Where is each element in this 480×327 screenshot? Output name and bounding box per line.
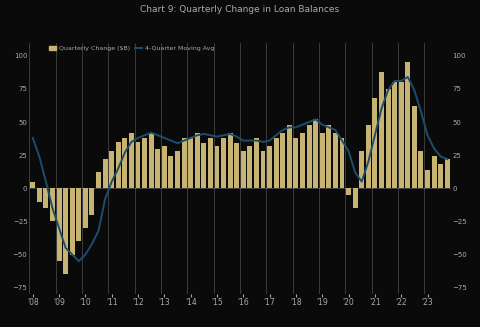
Bar — [287, 125, 292, 188]
Bar — [168, 157, 173, 188]
Bar — [419, 151, 423, 188]
Bar — [43, 188, 48, 208]
Bar — [221, 138, 226, 188]
Bar — [366, 125, 371, 188]
Bar — [399, 82, 404, 188]
Bar — [339, 138, 345, 188]
Bar — [122, 138, 127, 188]
Bar — [215, 146, 219, 188]
Bar — [57, 188, 61, 261]
Bar — [175, 151, 180, 188]
Bar — [274, 138, 279, 188]
Bar — [63, 188, 68, 274]
Bar — [432, 157, 437, 188]
Bar — [293, 138, 299, 188]
Bar — [162, 146, 167, 188]
Bar — [254, 138, 259, 188]
Bar — [379, 72, 384, 188]
Bar — [425, 170, 430, 188]
Bar — [359, 151, 364, 188]
Bar — [300, 133, 305, 188]
Bar — [313, 119, 318, 188]
Bar — [412, 106, 417, 188]
Bar — [353, 188, 358, 208]
Bar — [234, 143, 239, 188]
Bar — [70, 188, 75, 254]
Bar — [135, 142, 141, 188]
Bar — [76, 188, 81, 241]
Bar — [96, 172, 101, 188]
Bar — [280, 133, 285, 188]
Bar — [267, 146, 272, 188]
Bar — [372, 98, 377, 188]
Bar — [50, 188, 55, 221]
Bar — [129, 133, 134, 188]
Bar — [247, 146, 252, 188]
Bar — [346, 188, 351, 195]
Text: Chart 9: Quarterly Change in Loan Balances: Chart 9: Quarterly Change in Loan Balanc… — [141, 5, 339, 14]
Bar — [156, 148, 160, 188]
Bar — [326, 125, 331, 188]
Bar — [392, 82, 397, 188]
Bar — [103, 159, 108, 188]
Bar — [438, 164, 443, 188]
Bar — [109, 151, 114, 188]
Legend: Quarterly Change ($B), 4-Quarter Moving Avg: Quarterly Change ($B), 4-Quarter Moving … — [49, 46, 215, 51]
Bar — [116, 142, 121, 188]
Bar — [385, 89, 391, 188]
Bar — [142, 138, 147, 188]
Bar — [83, 188, 88, 228]
Bar — [37, 188, 42, 201]
Bar — [445, 159, 450, 188]
Bar — [241, 151, 246, 188]
Bar — [405, 62, 410, 188]
Bar — [188, 138, 193, 188]
Bar — [149, 133, 154, 188]
Bar — [333, 133, 338, 188]
Bar — [228, 133, 233, 188]
Bar — [89, 188, 95, 215]
Bar — [320, 133, 324, 188]
Bar — [30, 182, 35, 188]
Bar — [307, 125, 312, 188]
Bar — [201, 143, 206, 188]
Bar — [261, 151, 265, 188]
Bar — [195, 133, 200, 188]
Bar — [181, 138, 187, 188]
Bar — [208, 138, 213, 188]
